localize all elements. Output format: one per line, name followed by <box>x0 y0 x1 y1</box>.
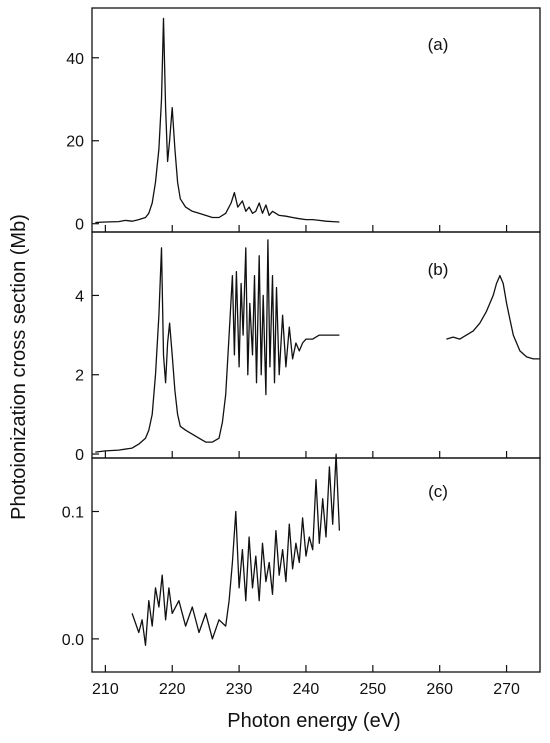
x-tick-label: 270 <box>493 681 520 698</box>
x-tick-label: 240 <box>293 681 320 698</box>
y-tick-label: 0 <box>75 447 84 464</box>
x-tick-label: 250 <box>359 681 386 698</box>
y-axis-title-group: Photoionization cross section (Mb) <box>8 214 30 520</box>
series-line-b-1 <box>95 239 340 453</box>
x-axis-title: Photon energy (eV) <box>227 710 400 732</box>
y-tick-label: 0 <box>75 217 84 234</box>
y-tick-label: 20 <box>66 134 84 151</box>
series-line-a-1 <box>95 17 340 224</box>
panel-a: 0 20 40 (a) <box>66 7 541 234</box>
panel-frame <box>91 457 541 673</box>
panel-label: (b) <box>428 260 449 279</box>
series-line-c-1 <box>131 453 341 646</box>
panel-c: 0.0 0.1 210 220 230 240 250 260 270 (c) <box>62 453 541 698</box>
x-tick-label: 220 <box>159 681 186 698</box>
x-tick-label: 260 <box>426 681 453 698</box>
y-axis-title: Photoionization cross section (Mb) <box>8 214 30 520</box>
x-tick-label: 210 <box>92 681 119 698</box>
y-tick-label: 40 <box>66 51 84 68</box>
y-tick-label: 0.1 <box>62 505 84 522</box>
y-tick-label: 2 <box>75 368 84 385</box>
series-line-b-2 <box>446 274 540 360</box>
chart-panels: 0 20 40 (a) 0 2 4 (b) 0.0 0.1 210 220 230 240 250 260 27… <box>62 7 541 698</box>
y-tick-label: 0.0 <box>62 632 84 649</box>
panel-frame <box>91 7 541 233</box>
panel-label: (c) <box>428 482 448 501</box>
panel-b: 0 2 4 (b) <box>75 231 541 464</box>
y-tick-label: 4 <box>75 288 84 305</box>
panel-frame <box>91 231 541 459</box>
panel-label: (a) <box>428 35 449 54</box>
x-tick-label: 230 <box>226 681 253 698</box>
